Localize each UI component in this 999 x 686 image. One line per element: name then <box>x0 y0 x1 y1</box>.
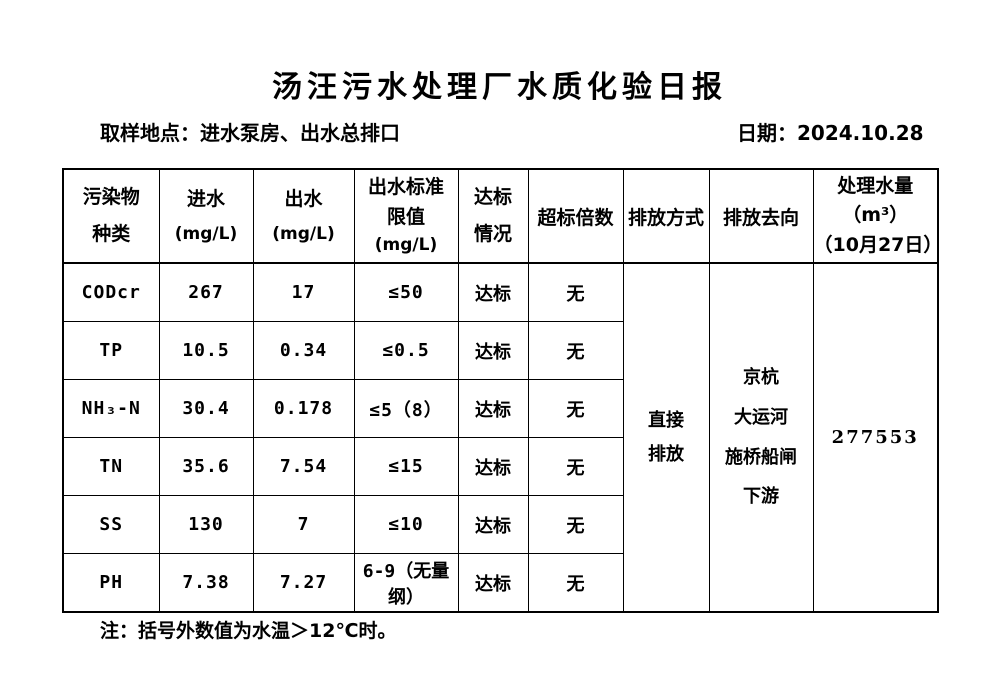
inflow-value: 7.38 <box>158 553 254 613</box>
destination-line: 大运河 <box>734 406 788 428</box>
inflow-value: 10.5 <box>158 321 254 380</box>
pollutant-name: TP <box>62 321 160 380</box>
water-quality-table: 污染物 种类 进水 (mg/L) 出水 (mg/L) 出水标准 限值 (mg/L… <box>62 168 939 613</box>
exceed-ratio-value: 无 <box>527 437 624 496</box>
col-header-outflow-limit: 出水标准 限值 (mg/L) <box>353 168 459 264</box>
header-row: 污染物 种类 进水 (mg/L) 出水 (mg/L) 出水标准 限值 (mg/L… <box>62 168 939 264</box>
inflow-value: 267 <box>158 262 254 322</box>
limit-value: ≤15 <box>353 437 459 496</box>
limit-value: 6-9（无量纲） <box>353 553 459 613</box>
compliance-status: 达标 <box>457 553 529 613</box>
pollutant-name: TN <box>62 437 160 496</box>
col-header-inflow: 进水 (mg/L) <box>158 168 254 264</box>
outflow-value: 17 <box>252 262 355 322</box>
col-header-discharge-method: 排放方式 <box>622 168 710 264</box>
pollutant-name: CODcr <box>62 262 160 322</box>
limit-value: ≤5（8） <box>353 379 459 438</box>
compliance-status: 达标 <box>457 437 529 496</box>
outflow-value: 7 <box>252 495 355 554</box>
pollutant-name: NH₃-N <box>62 379 160 438</box>
table-row: PH 7.38 7.27 6-9（无量纲） 达标 无 <box>62 553 938 613</box>
inflow-value: 35.6 <box>158 437 254 496</box>
compliance-status: 达标 <box>457 379 529 438</box>
header-line: （10月27日） <box>813 233 938 256</box>
col-header-treated-volume: 处理水量 （m³） （10月27日） <box>812 168 939 264</box>
compliance-status: 达标 <box>457 495 529 554</box>
limit-value: ≤10 <box>353 495 459 554</box>
outflow-value: 0.34 <box>252 321 355 380</box>
page-title: 汤汪污水处理厂水质化验日报 <box>272 70 727 106</box>
sampling-location-label: 取样地点：进水泵房、出水总排口 <box>100 121 400 145</box>
exceed-ratio-value: 无 <box>527 495 624 554</box>
compliance-status: 达标 <box>457 262 529 322</box>
pollutant-name: PH <box>62 553 160 613</box>
col-header-compliance: 达标 情况 <box>457 168 529 264</box>
footnote: 注：括号外数值为水温＞12℃时。 <box>100 620 397 642</box>
limit-value: ≤50 <box>353 262 459 322</box>
table-row: NH₃-N 30.4 0.178 ≤5（8） 达标 无 <box>62 379 938 438</box>
inflow-value: 130 <box>158 495 254 554</box>
report-date-label: 日期：2024.10.28 <box>737 121 924 145</box>
col-header-exceed-ratio: 超标倍数 <box>527 168 624 264</box>
exceed-ratio-value: 无 <box>527 553 624 613</box>
method-line: 直接 <box>648 410 684 432</box>
header-line: 处理水量 <box>837 174 914 197</box>
header-line: 污染物 <box>82 185 140 208</box>
destination-line: 京杭 <box>743 367 779 389</box>
header-unit: （m³） <box>842 204 909 227</box>
header-line: 情况 <box>473 223 512 245</box>
method-line: 排放 <box>648 443 684 465</box>
header-line: 进水 <box>186 187 225 210</box>
exceed-ratio-value: 无 <box>527 379 624 438</box>
outflow-value: 7.27 <box>252 553 355 613</box>
col-header-outflow: 出水 (mg/L) <box>252 168 355 264</box>
limit-value: ≤0.5 <box>353 321 459 380</box>
treated-volume-cell: 277553 <box>812 262 939 613</box>
exceed-ratio-value: 无 <box>527 321 624 380</box>
table-row: TP 10.5 0.34 ≤0.5 达标 无 <box>62 321 938 380</box>
header-line: 限值 <box>386 205 425 228</box>
header-unit: (mg/L) <box>174 223 238 244</box>
header-line: 达标 <box>473 185 512 208</box>
discharge-method-cell: 直接 排放 <box>622 262 710 613</box>
header-line: 种类 <box>92 223 131 245</box>
header-unit: (mg/L) <box>374 235 438 256</box>
header-line: 出水标准 <box>367 176 444 199</box>
destination-line: 下游 <box>743 486 779 508</box>
header-unit: (mg/L) <box>272 223 335 244</box>
destination-line: 施桥船闸 <box>725 446 797 468</box>
table-row: TN 35.6 7.54 ≤15 达标 无 <box>62 437 938 496</box>
col-header-pollutant-type: 污染物 种类 <box>62 168 160 264</box>
table-row: CODcr 267 17 ≤50 达标 无 直接 排放 京杭 大运河 施桥船闸 … <box>62 262 939 613</box>
exceed-ratio-value: 无 <box>527 262 624 322</box>
header-line: 出水 <box>284 187 323 210</box>
outflow-value: 7.54 <box>252 437 355 496</box>
pollutant-name: SS <box>62 495 160 554</box>
table-row: SS 130 7 ≤10 达标 无 <box>62 495 938 554</box>
compliance-status: 达标 <box>457 321 529 380</box>
col-header-discharge-destination: 排放去向 <box>708 168 814 264</box>
discharge-destination-cell: 京杭 大运河 施桥船闸 下游 <box>708 262 814 613</box>
inflow-value: 30.4 <box>158 379 254 438</box>
outflow-value: 0.178 <box>252 379 355 438</box>
